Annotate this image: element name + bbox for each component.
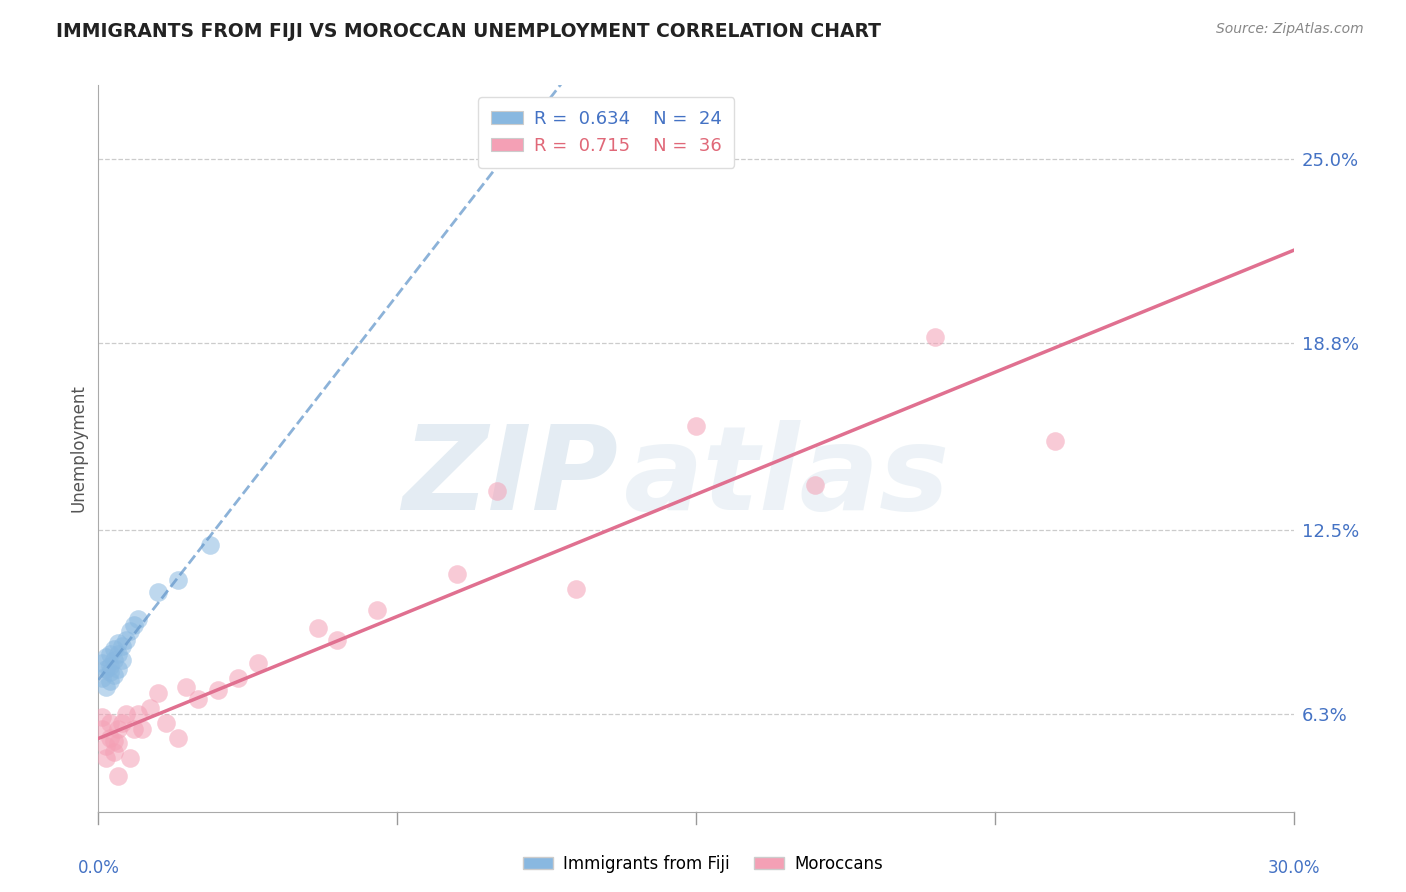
- Point: [565, 582, 588, 597]
- Point: [127, 706, 149, 721]
- Point: [307, 621, 329, 635]
- Point: [131, 722, 153, 736]
- Legend: R =  0.634    N =  24, R =  0.715    N =  36: R = 0.634 N = 24, R = 0.715 N = 36: [478, 97, 734, 168]
- Point: [207, 683, 229, 698]
- Point: [98, 731, 122, 745]
- Legend: Immigrants from Fiji, Moroccans: Immigrants from Fiji, Moroccans: [516, 848, 890, 880]
- Point: [91, 657, 114, 671]
- Point: [103, 733, 125, 747]
- Point: [246, 657, 269, 671]
- Point: [111, 653, 134, 667]
- Point: [148, 686, 170, 700]
- Point: [924, 330, 946, 344]
- Point: [103, 641, 125, 656]
- Point: [167, 731, 190, 745]
- Point: [120, 751, 142, 765]
- Point: [103, 668, 125, 682]
- Point: [91, 671, 114, 685]
- Y-axis label: Unemployment: Unemployment: [69, 384, 87, 512]
- Point: [98, 715, 122, 730]
- Point: [111, 639, 134, 653]
- Point: [96, 751, 118, 765]
- Point: [96, 739, 118, 754]
- Point: [107, 722, 129, 736]
- Point: [107, 662, 129, 676]
- Point: [98, 665, 122, 680]
- Point: [103, 653, 125, 667]
- Point: [124, 722, 146, 736]
- Point: [685, 419, 707, 434]
- Point: [96, 650, 118, 665]
- Point: [91, 710, 114, 724]
- Point: [120, 624, 142, 638]
- Point: [485, 484, 508, 499]
- Point: [96, 680, 118, 694]
- Text: IMMIGRANTS FROM FIJI VS MOROCCAN UNEMPLOYMENT CORRELATION CHART: IMMIGRANTS FROM FIJI VS MOROCCAN UNEMPLO…: [56, 22, 882, 41]
- Point: [115, 632, 138, 647]
- Point: [366, 603, 388, 617]
- Point: [124, 617, 146, 632]
- Point: [96, 662, 118, 676]
- Point: [187, 692, 209, 706]
- Point: [127, 612, 149, 626]
- Point: [98, 648, 122, 662]
- Point: [326, 632, 349, 647]
- Point: [804, 478, 827, 492]
- Point: [174, 680, 197, 694]
- Point: [155, 715, 177, 730]
- Text: 0.0%: 0.0%: [77, 859, 120, 877]
- Point: [148, 585, 170, 599]
- Point: [107, 769, 129, 783]
- Point: [115, 706, 138, 721]
- Point: [1043, 434, 1066, 448]
- Point: [139, 701, 162, 715]
- Point: [446, 567, 468, 582]
- Point: [98, 659, 122, 673]
- Text: Source: ZipAtlas.com: Source: ZipAtlas.com: [1216, 22, 1364, 37]
- Text: atlas: atlas: [624, 420, 950, 535]
- Point: [91, 722, 114, 736]
- Point: [98, 674, 122, 689]
- Point: [226, 671, 249, 685]
- Point: [103, 745, 125, 759]
- Text: ZIP: ZIP: [402, 420, 619, 535]
- Point: [167, 574, 190, 588]
- Point: [107, 736, 129, 750]
- Point: [198, 538, 221, 552]
- Point: [107, 648, 129, 662]
- Text: 30.0%: 30.0%: [1267, 859, 1320, 877]
- Point: [111, 715, 134, 730]
- Point: [107, 635, 129, 649]
